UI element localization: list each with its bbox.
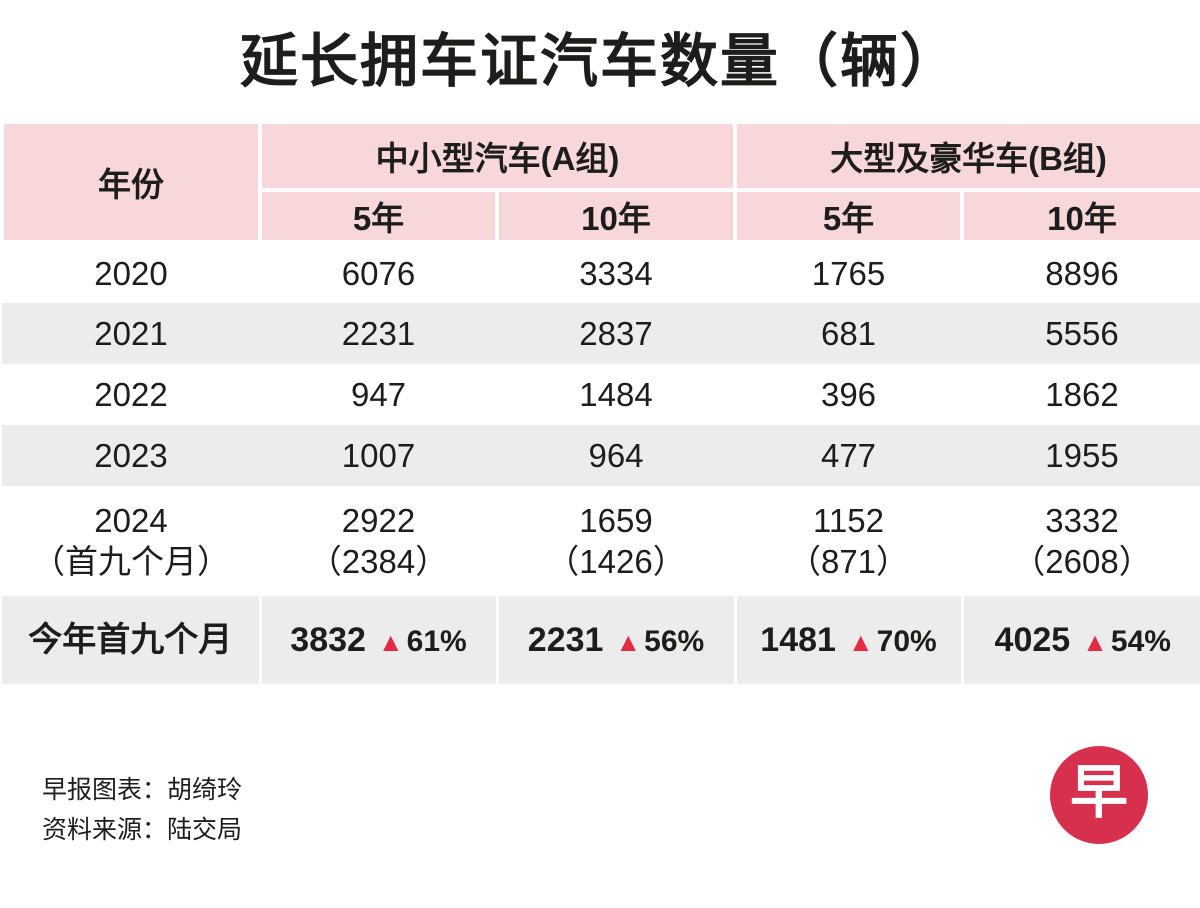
- value-cell: 1152 （871）: [735, 486, 962, 596]
- value-cell: 477: [820, 436, 877, 474]
- up-triangle-icon: ▲: [1082, 626, 1108, 657]
- table-row-2020: 2020 6076 3334 1765 8896: [2, 242, 1200, 303]
- value-cell: 1862: [1045, 375, 1119, 413]
- value-cell: 3332 （2608）: [962, 486, 1200, 596]
- value-cell: 5556: [1045, 314, 1119, 352]
- zaobao-logo-icon: 早: [1050, 746, 1148, 844]
- value-main: 3332: [1045, 501, 1119, 539]
- value-cell: 2837: [579, 314, 653, 352]
- table-row-2021: 2021 2231 2837 681 5556: [2, 303, 1200, 364]
- subheader-a-5yr: 5年: [258, 188, 499, 244]
- subheader-b-10yr: 10年: [960, 188, 1200, 244]
- year-cell: 2024 （首九个月）: [2, 486, 260, 596]
- value-cell: 3334: [579, 254, 653, 292]
- page-title: 延长拥车证汽车数量（辆）: [239, 29, 960, 94]
- up-triangle-icon: ▲: [377, 626, 404, 657]
- summary-change: 54%: [1110, 624, 1171, 658]
- value-main: 1152: [813, 501, 884, 539]
- summary-value: 4025: [994, 620, 1071, 659]
- chart-credit: 早报图表：胡绮玲: [42, 776, 243, 804]
- value-note: （2384）: [308, 543, 449, 580]
- value-cell: 1007: [341, 436, 416, 474]
- summary-label: 今年首九个月: [2, 596, 260, 684]
- summary-cell: 1481 ▲ 70%: [733, 596, 962, 684]
- year-main: 2024: [94, 501, 168, 539]
- value-cell: 681: [820, 314, 877, 352]
- data-source: 资料来源：陆交局: [42, 816, 243, 844]
- summary-value: 3832: [290, 620, 366, 659]
- credits-block: 早报图表：胡绮玲 资料来源：陆交局: [42, 770, 242, 850]
- subheader-a-10yr: 10年: [495, 188, 737, 244]
- header-row-terms: 5年 10年 5年 10年: [2, 188, 1200, 244]
- table-row-2022: 2022 947 1484 396 1862: [2, 364, 1200, 425]
- logo-character: 早: [1069, 760, 1128, 825]
- summary-row: 今年首九个月 3832 ▲ 61% 2231 ▲ 56% 1481 ▲ 70% 4025 ▲ 5…: [2, 596, 1200, 684]
- table-row-2023: 2023 1007 964 477 1955: [2, 425, 1200, 486]
- footer: 早报图表：胡绮玲 资料来源：陆交局 早: [0, 718, 1200, 908]
- year-column-header: 年份: [0, 120, 262, 244]
- year-cell: 2021: [94, 314, 168, 352]
- year-cell: 2022: [94, 375, 168, 413]
- up-triangle-icon: ▲: [615, 626, 642, 657]
- year-cell: 2020: [94, 254, 168, 292]
- summary-cell: 2231 ▲ 56%: [495, 596, 735, 684]
- value-cell: 1955: [1045, 436, 1119, 474]
- value-note: （2608）: [1012, 543, 1152, 580]
- year-note: （首九个月）: [32, 543, 230, 580]
- group-b-header: 大型及豪华车(B组): [733, 120, 1200, 192]
- summary-change: 61%: [406, 624, 467, 658]
- value-cell: 2922 （2384）: [260, 486, 497, 596]
- value-cell: 1765: [811, 254, 886, 292]
- value-main: 1659: [579, 501, 653, 539]
- value-cell: 947: [350, 375, 407, 413]
- group-a-header: 中小型汽车(A组): [258, 120, 737, 192]
- value-cell: 6076: [341, 254, 416, 292]
- subheader-b-5yr: 5年: [733, 188, 964, 244]
- value-main: 2922: [341, 501, 416, 539]
- value-cell: 396: [820, 375, 877, 413]
- summary-change: 70%: [876, 624, 937, 658]
- summary-cell: 4025 ▲ 54%: [960, 596, 1200, 684]
- year-cell: 2023: [94, 436, 168, 474]
- value-cell: 8896: [1045, 254, 1119, 292]
- value-note: （1426）: [546, 543, 686, 580]
- value-cell: 2231: [341, 314, 416, 352]
- summary-value: 1481: [760, 620, 836, 659]
- coe-extension-table: 年份 中小型汽车(A组) 大型及豪华车(B组) 5年 10年 5年 10年 20…: [0, 120, 1200, 684]
- up-triangle-icon: ▲: [847, 626, 874, 657]
- table-row-2024: 2024 （首九个月） 2922 （2384） 1659 （1426） 1152…: [2, 486, 1200, 596]
- summary-value: 2231: [527, 620, 604, 659]
- value-note: （871）: [787, 543, 910, 580]
- summary-cell: 3832 ▲ 61%: [258, 596, 497, 684]
- summary-change: 56%: [644, 624, 705, 658]
- header-row-groups: 年份 中小型汽车(A组) 大型及豪华车(B组): [0, 120, 1200, 244]
- value-cell: 964: [588, 436, 644, 474]
- value-cell: 1659 （1426）: [497, 486, 735, 596]
- value-cell: 1484: [579, 375, 653, 413]
